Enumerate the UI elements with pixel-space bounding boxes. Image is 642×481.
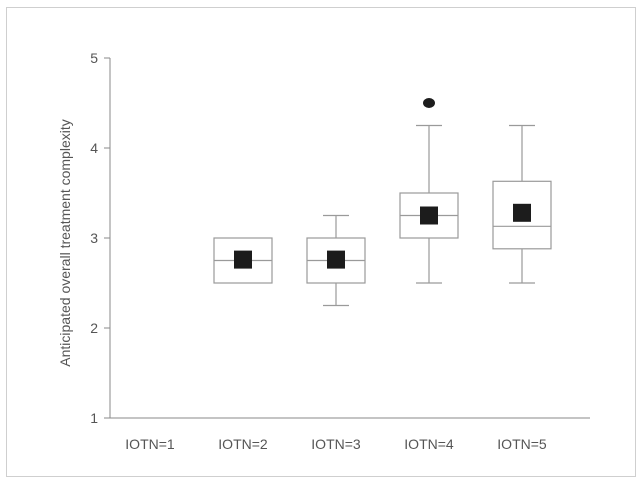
y-tick-label: 3: [90, 230, 98, 246]
x-tick-label: IOTN=5: [497, 436, 547, 452]
x-tick-label: IOTN=2: [218, 436, 268, 452]
mean-marker: [513, 203, 531, 222]
mean-marker: [420, 206, 438, 225]
mean-marker: [327, 250, 345, 269]
y-axis-title: Anticipated overall treatment complexity: [57, 119, 73, 366]
box-group: [306, 214, 366, 307]
y-tick-label: 2: [90, 320, 98, 336]
box-group: [492, 124, 552, 284]
x-ticks: IOTN=1 IOTN=2 IOTN=3 IOTN=4 IOTN=5: [125, 436, 547, 452]
box-group: [213, 237, 273, 284]
y-tick-label: 5: [90, 50, 98, 66]
box-group: [399, 98, 459, 284]
outlier-point: [423, 98, 435, 108]
boxes: [213, 98, 552, 307]
y-ticks: 1 2 3 4 5: [90, 50, 110, 426]
x-tick-label: IOTN=4: [404, 436, 454, 452]
mean-marker: [234, 250, 252, 269]
x-tick-label: IOTN=1: [125, 436, 175, 452]
y-tick-label: 1: [90, 410, 98, 426]
x-tick-label: IOTN=3: [311, 436, 361, 452]
y-tick-label: 4: [90, 140, 98, 156]
